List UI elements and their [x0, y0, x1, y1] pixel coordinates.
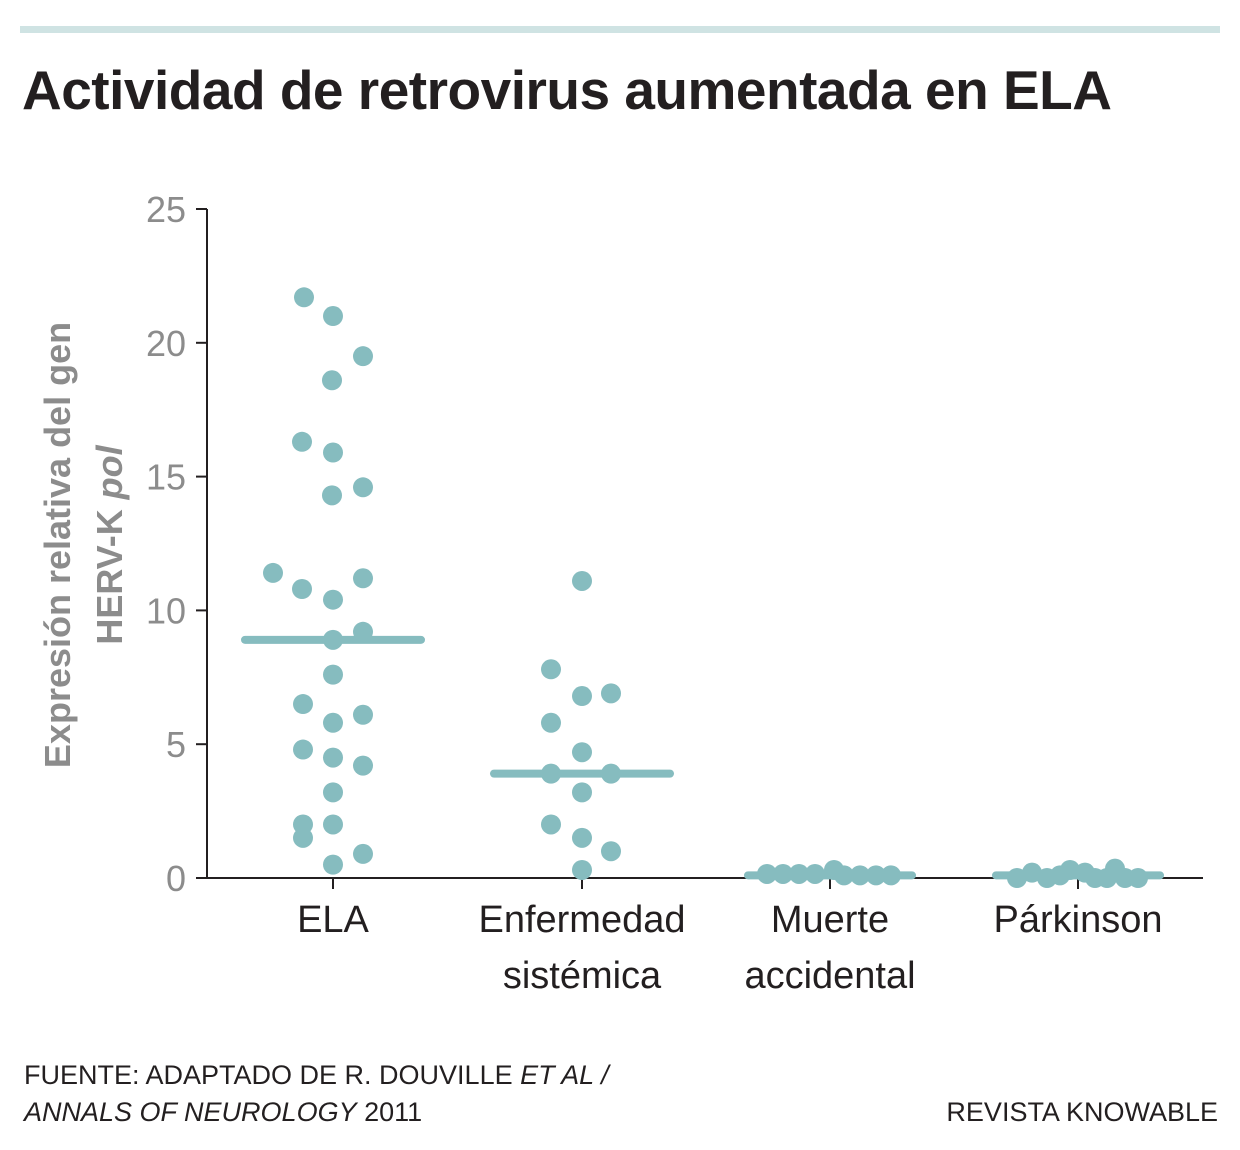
top-accent-bar — [20, 26, 1220, 33]
data-point — [541, 814, 561, 835]
x-tick-label: sistémica — [503, 955, 662, 997]
data-point — [601, 841, 621, 862]
y-tick-label: 25 — [146, 189, 186, 230]
data-point — [292, 578, 312, 599]
data-point — [572, 742, 592, 763]
data-point — [572, 686, 592, 707]
x-tick-label: Párkinson — [994, 899, 1163, 941]
y-axis-label-line2: HERV-K pol — [89, 444, 130, 644]
data-point — [323, 854, 343, 875]
credit: REVISTA KNOWABLE — [946, 1097, 1218, 1127]
data-point — [323, 814, 343, 835]
x-tick-label: ELA — [297, 899, 369, 941]
data-point — [572, 782, 592, 803]
data-point — [323, 306, 343, 327]
data-point — [292, 431, 312, 452]
chart-title: Actividad de retrovirus aumentada en ELA — [22, 59, 1112, 121]
source-line-1: FUENTE: ADAPTADO DE R. DOUVILLE ET AL / — [24, 1060, 609, 1091]
data-point — [293, 694, 313, 715]
data-point — [541, 712, 561, 733]
data-point — [323, 712, 343, 733]
y-tick-label: 20 — [146, 323, 186, 364]
data-point — [323, 782, 343, 803]
y-axis-label: Expresión relativa del gen HERV-K pol — [37, 322, 130, 768]
x-tick-label: accidental — [744, 955, 915, 997]
data-point — [353, 346, 373, 367]
y-axis-label-line1: Expresión relativa del gen — [37, 322, 78, 768]
source-line-2: ANNALS OF NEUROLOGY 2011 — [24, 1097, 422, 1128]
data-point — [323, 589, 343, 610]
source-text: FUENTE: ADAPTADO DE R. DOUVILLE — [24, 1060, 521, 1090]
data-point — [353, 477, 373, 498]
y-tick-label: 15 — [146, 457, 186, 498]
data-point — [293, 827, 313, 848]
data-point — [322, 370, 342, 391]
data-point — [541, 659, 561, 680]
y-tick-label: 10 — [146, 590, 186, 631]
data-point — [572, 827, 592, 848]
data-point — [323, 442, 343, 463]
data-point — [601, 683, 621, 704]
journal-name: ANNALS OF NEUROLOGY — [24, 1097, 357, 1127]
data-point — [572, 859, 592, 880]
data-point — [294, 287, 314, 308]
data-point — [322, 485, 342, 506]
y-tick-label: 0 — [166, 858, 186, 899]
data-point — [353, 704, 373, 725]
x-tick-label: Muerte — [771, 899, 889, 941]
x-tick-label: Enfermedad — [478, 899, 685, 941]
data-point — [353, 843, 373, 864]
source-year: 2011 — [356, 1097, 423, 1127]
source-italic: ET AL / — [520, 1060, 609, 1090]
data-point — [323, 747, 343, 768]
data-point — [572, 570, 592, 591]
data-point — [323, 664, 343, 685]
data-point — [293, 739, 313, 760]
data-point — [353, 755, 373, 776]
data-point — [353, 568, 373, 589]
y-tick-label: 5 — [166, 724, 186, 765]
data-point — [263, 562, 283, 583]
